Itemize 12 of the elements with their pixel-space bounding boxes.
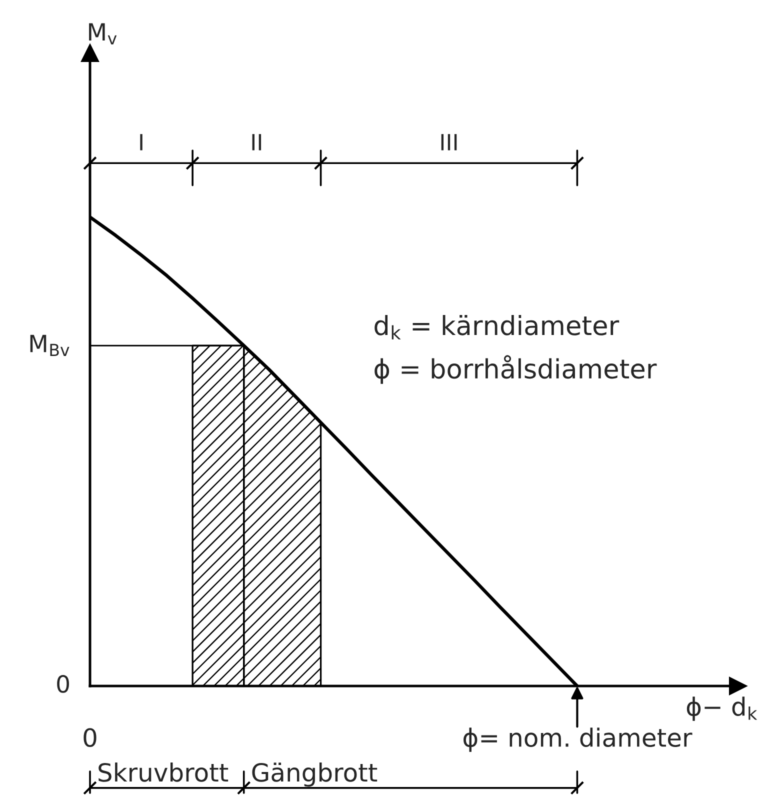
x-axis-title: ϕ− d$_{k}$ [686,696,758,721]
text: M$_{v}$ [89,23,117,44]
annotation: d$_{k}$ = kärndiameter [374,314,620,340]
text: 0 [57,674,69,693]
text: III [441,134,457,150]
annotation: ϕ = borrhålsdiameter [374,355,657,384]
text: Gängbrott [252,762,378,787]
text: II [252,134,262,150]
x-tick-label: ϕ= nom. diameter [464,728,692,752]
ref-line-label: M$_{Bv}$ [30,334,70,356]
text: Skruvbrott [98,762,228,782]
text: I [140,134,142,150]
